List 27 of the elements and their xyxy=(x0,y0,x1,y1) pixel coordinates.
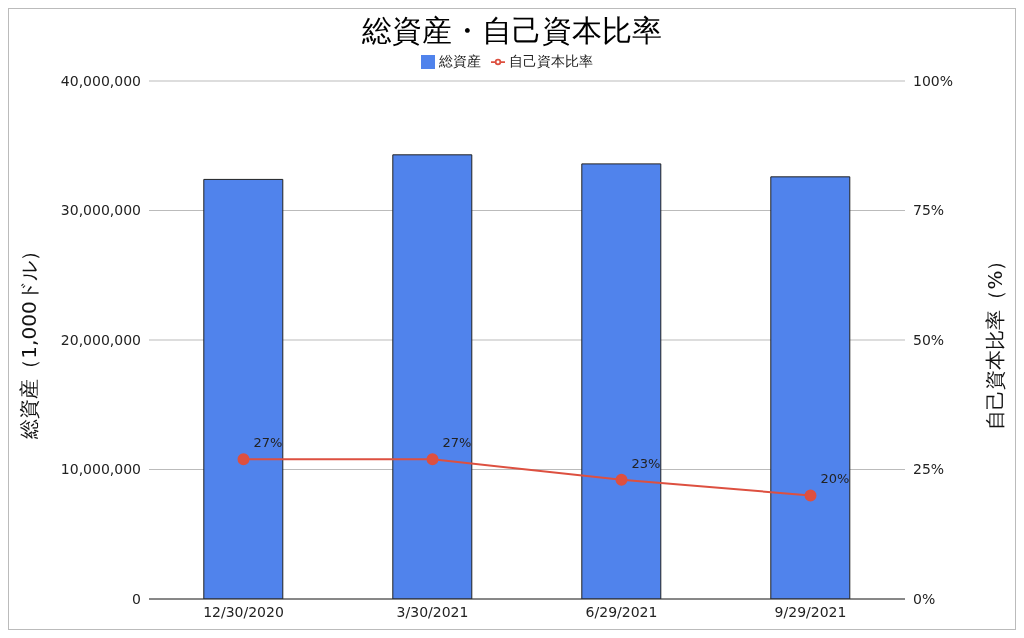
data-label: 27% xyxy=(442,435,472,451)
y-tick-label: 20,000,000 xyxy=(60,331,141,348)
y-axis-title: 総資産（1,000ドル） xyxy=(17,241,42,440)
y-tick-label: 0 xyxy=(132,590,141,607)
data-label: 23% xyxy=(631,455,661,471)
legend-label: 総資産 xyxy=(439,53,481,69)
data-label: 27% xyxy=(253,435,283,451)
y2-tick-label: 75% xyxy=(913,202,945,219)
x-tick-label: 9/29/2021 xyxy=(774,603,847,620)
point xyxy=(615,473,628,486)
y-tick-label: 30,000,000 xyxy=(60,202,141,219)
y-tick-label: 40,000,000 xyxy=(60,72,141,89)
chart-title: 総資産・自己資本比率 xyxy=(361,12,663,50)
legend-label: 自己資本比率 xyxy=(509,53,593,69)
y2-tick-label: 100% xyxy=(913,72,954,89)
y2-tick-label: 50% xyxy=(913,331,945,348)
point xyxy=(237,453,250,466)
y2-tick-label: 0% xyxy=(913,590,936,607)
y-tick-label: 10,000,000 xyxy=(60,461,141,478)
point xyxy=(426,453,439,466)
x-tick-label: 6/29/2021 xyxy=(585,603,658,620)
y2-axis-title: 自己資本比率（%） xyxy=(983,250,1008,430)
x-tick-label: 12/30/2020 xyxy=(203,603,284,620)
y2-tick-label: 25% xyxy=(913,461,945,478)
point xyxy=(804,489,817,502)
data-label: 20% xyxy=(820,471,850,487)
x-tick-label: 3/30/2021 xyxy=(396,603,469,620)
